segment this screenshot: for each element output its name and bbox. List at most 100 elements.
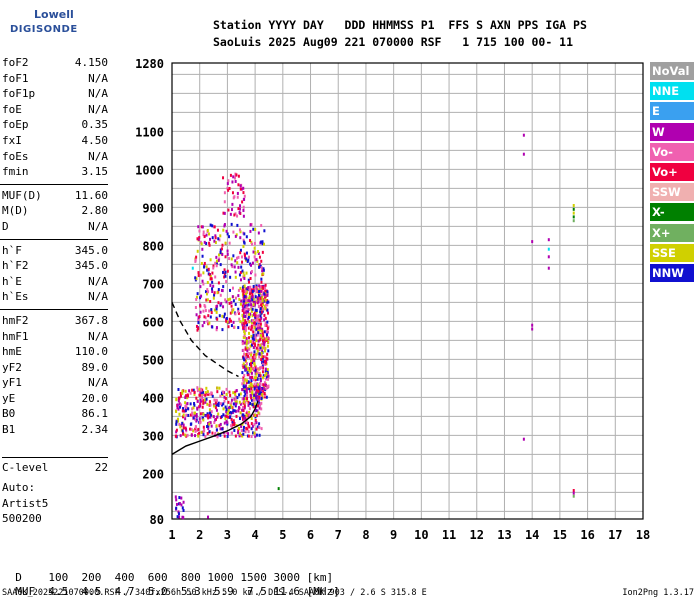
- echo-point: [216, 228, 219, 232]
- param-key: hmF2: [2, 313, 29, 327]
- param-row: yF1 N/A: [0, 376, 165, 392]
- param-row: h`F2 345.0: [0, 259, 165, 275]
- echo-point: [265, 324, 268, 328]
- echo-point: [247, 367, 250, 371]
- echo-point: [237, 311, 240, 315]
- echo-point: [263, 229, 266, 233]
- echo-point: [204, 400, 207, 404]
- echo-point: [245, 346, 248, 350]
- echo-point: [251, 319, 254, 323]
- echo-point: [230, 417, 233, 421]
- echo-point: [196, 407, 199, 411]
- echo-point: [235, 233, 238, 237]
- echo-point: [225, 387, 228, 391]
- echo-point: [245, 306, 248, 310]
- echo-point: [220, 403, 223, 407]
- echo-point: [229, 319, 232, 323]
- echo-point: [242, 275, 245, 279]
- echo-point: [232, 409, 235, 413]
- echo-point: [254, 323, 257, 327]
- echo-point: [182, 413, 185, 417]
- echo-point: [214, 275, 217, 279]
- echo-point: [241, 388, 244, 392]
- echo-point: [249, 285, 252, 289]
- echo-point: [244, 346, 247, 350]
- echo-point: [254, 258, 257, 262]
- c-level-row: C-level 22: [2, 457, 108, 474]
- echo-point: [251, 424, 254, 428]
- echo-point: [256, 394, 259, 398]
- echo-point: [191, 388, 194, 392]
- echo-point: [256, 324, 259, 328]
- echo-point: [244, 305, 247, 309]
- echo-point: [222, 305, 225, 309]
- echo-point: [247, 340, 250, 344]
- param-row: M(D) 2.80: [0, 204, 165, 220]
- echo-point: [261, 250, 264, 254]
- echo-point: [233, 213, 236, 217]
- echo-point: [244, 256, 247, 260]
- echo-point: [256, 383, 259, 387]
- echo-point: [259, 289, 262, 293]
- echo-point: [531, 327, 534, 331]
- echo-point: [232, 299, 235, 303]
- echo-point: [212, 284, 215, 288]
- echo-point: [255, 389, 258, 393]
- echo-point: [253, 353, 256, 357]
- echo-point: [252, 395, 255, 399]
- echo-point: [245, 321, 248, 325]
- echo-point: [572, 211, 575, 215]
- echo-point: [253, 431, 256, 435]
- echo-point: [253, 393, 256, 397]
- echo-point: [201, 388, 204, 392]
- echo-point: [259, 403, 262, 407]
- echo-point: [220, 247, 223, 251]
- echo-point: [261, 242, 264, 246]
- echo-point: [258, 352, 261, 356]
- echo-point: [267, 300, 270, 304]
- echo-point: [249, 327, 252, 331]
- echo-point: [245, 426, 248, 430]
- echo-point: [201, 324, 204, 328]
- echo-point: [227, 179, 230, 183]
- echo-point: [243, 385, 246, 389]
- echo-point: [259, 291, 262, 295]
- echo-point: [188, 389, 191, 393]
- echo-point: [184, 405, 187, 409]
- echo-point: [252, 227, 255, 231]
- echo-point: [259, 307, 262, 311]
- echo-point: [238, 393, 241, 397]
- echo-point: [202, 309, 205, 313]
- echo-point: [221, 252, 224, 256]
- echo-point: [257, 343, 260, 347]
- echo-point: [226, 249, 229, 253]
- echo-point: [247, 421, 250, 425]
- echo-point: [249, 229, 252, 233]
- echo-point: [256, 404, 259, 408]
- echo-point: [199, 412, 202, 416]
- echo-point: [243, 322, 246, 326]
- param-row: foEs N/A: [0, 150, 165, 166]
- echo-point: [202, 230, 205, 234]
- echo-point: [251, 375, 254, 379]
- echo-point: [215, 261, 218, 265]
- echo-point: [265, 333, 268, 337]
- param-key: M(D): [2, 204, 29, 218]
- y-tick-label: 1280: [135, 57, 164, 71]
- x-tick-label: 4: [252, 528, 259, 542]
- x-tick-label: 6: [307, 528, 314, 542]
- echo-point: [239, 251, 242, 255]
- echo-point: [192, 406, 195, 410]
- echo-point: [262, 339, 265, 343]
- echo-point: [196, 328, 199, 332]
- echo-point: [251, 289, 254, 293]
- echo-point: [194, 306, 197, 310]
- echo-point: [201, 225, 204, 229]
- echo-point: [252, 297, 255, 301]
- echo-point: [221, 314, 224, 318]
- echo-point: [230, 324, 233, 328]
- echo-point: [202, 390, 205, 394]
- echo-point: [246, 373, 249, 377]
- echo-point: [243, 365, 246, 369]
- echo-point: [177, 407, 180, 411]
